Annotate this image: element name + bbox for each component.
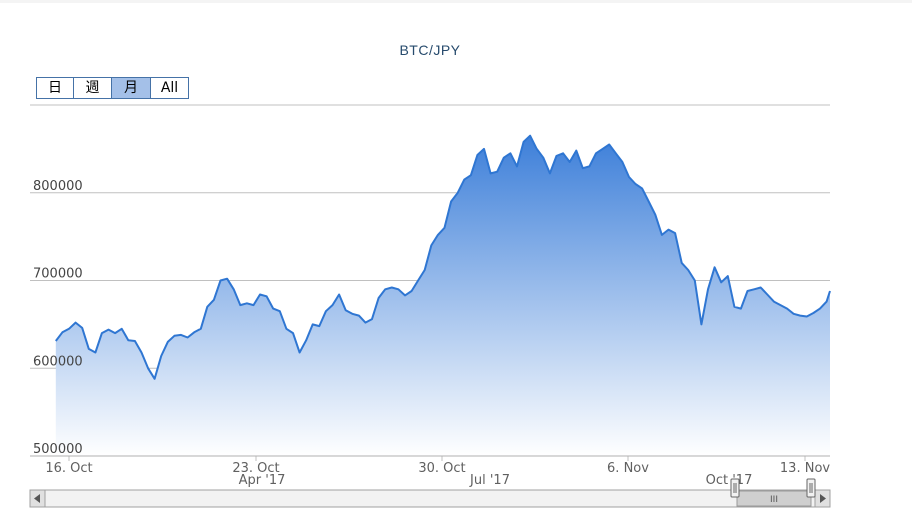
scroll-left-arrow-icon <box>34 494 40 503</box>
plot-area <box>55 134 831 456</box>
range-button-day[interactable]: 日 <box>37 78 74 98</box>
navigator-label-apr: Apr '17 <box>239 473 286 488</box>
chart-title: BTC/JPY <box>399 42 461 58</box>
navigator-handle-left[interactable] <box>730 478 740 498</box>
top-border-line <box>0 0 912 3</box>
x-tick-label: 6. Nov <box>607 461 649 476</box>
price-line <box>55 134 831 380</box>
scroll-right-arrow-icon <box>820 494 826 503</box>
x-tick-label: 13. Nov <box>780 461 830 476</box>
range-selector: 日 週 月 All <box>36 77 189 99</box>
x-axis: 16. Oct 23. Oct 30. Oct 6. Nov 13. Nov <box>45 456 830 476</box>
y-tick-label: 700000 <box>33 267 83 282</box>
price-area <box>55 135 831 456</box>
range-button-all[interactable]: All <box>151 78 188 98</box>
y-tick-label: 800000 <box>33 179 83 194</box>
x-tick-label: 16. Oct <box>45 461 92 476</box>
navigator-handle-right[interactable] <box>806 478 816 498</box>
x-tick-label: 23. Oct <box>232 461 279 476</box>
range-button-week[interactable]: 週 <box>74 78 112 98</box>
x-tick-label: 30. Oct <box>418 461 465 476</box>
y-axis: 500000 600000 700000 800000 <box>33 179 83 457</box>
y-tick-label: 500000 <box>33 442 83 457</box>
navigator-label-oct: Oct '17 <box>706 473 753 488</box>
navigator-scrollbar-thumb[interactable] <box>736 490 812 507</box>
navigator: Apr '17 Jul '17 Oct '17 III <box>29 455 831 508</box>
y-tick-label: 600000 <box>33 354 83 369</box>
range-button-month[interactable]: 月 <box>112 78 151 98</box>
navigator-label-jul: Jul '17 <box>469 473 510 488</box>
navigator-scrollbar-track[interactable] <box>29 489 831 508</box>
scrollbar-grip-icon: III <box>770 495 778 505</box>
